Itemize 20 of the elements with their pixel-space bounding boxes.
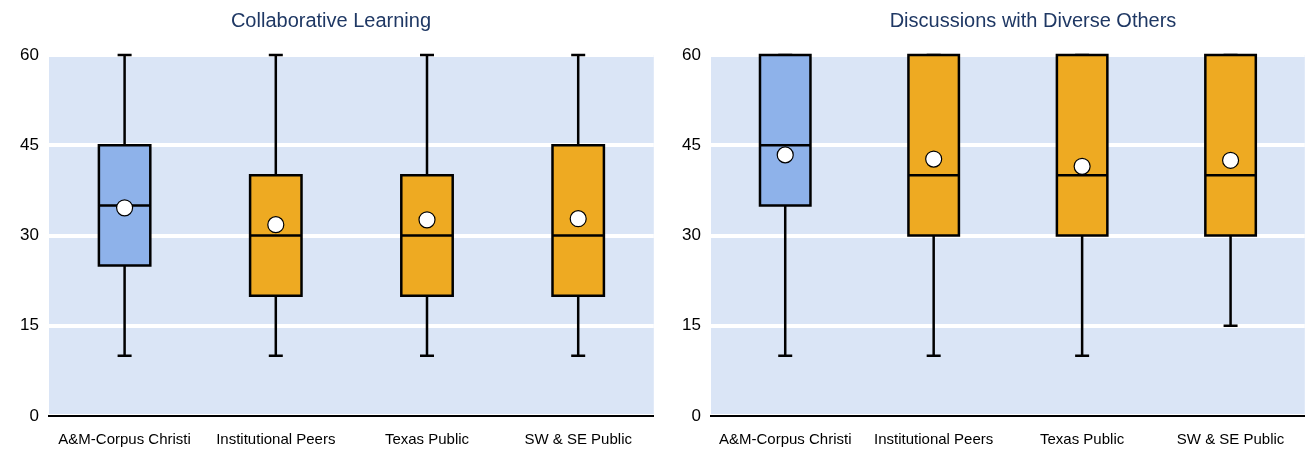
chart-title: Collaborative Learning	[230, 8, 432, 32]
chart-title: Discussions with Diverse Others	[889, 8, 1177, 32]
x-tick-label: SW & SE Public	[524, 430, 633, 448]
x-tick-label: Institutional Peers	[874, 430, 994, 448]
y-tick-label: 15	[20, 315, 39, 335]
y-tick-label: 15	[682, 315, 701, 335]
y-tick-label: 60	[20, 44, 39, 64]
x-tick-label: A&M-Corpus Christi	[58, 430, 191, 448]
y-tick-label: 60	[682, 44, 701, 64]
y-tick-label: 30	[20, 225, 39, 245]
y-tick-label: 45	[20, 134, 39, 154]
x-tick-label: Institutional Peers	[216, 430, 336, 448]
y-tick-label: 0	[691, 405, 701, 425]
y-tick-label: 0	[29, 405, 39, 425]
y-tick-label: 45	[682, 134, 701, 154]
x-tick-label: Texas Public	[1040, 430, 1125, 448]
x-tick-label: SW & SE Public	[1176, 430, 1285, 448]
x-tick-label: A&M-Corpus Christi	[718, 430, 852, 448]
y-tick-label: 30	[682, 225, 701, 245]
x-tick-label: Texas Public	[384, 430, 470, 448]
